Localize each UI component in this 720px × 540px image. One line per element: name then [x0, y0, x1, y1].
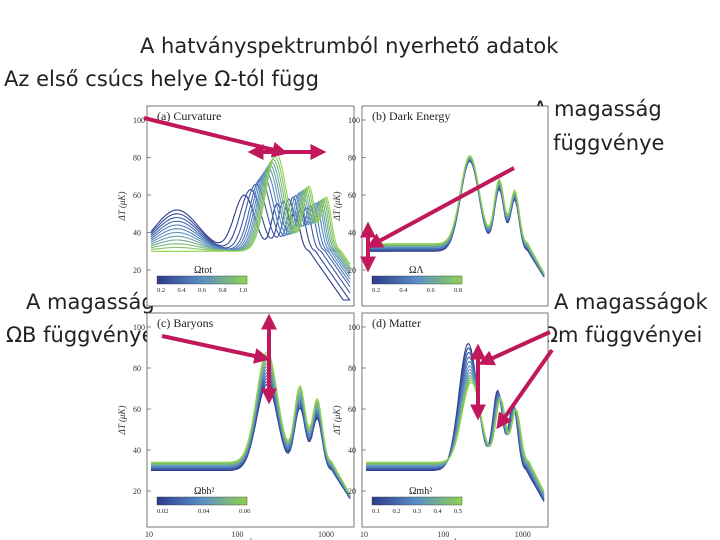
spectrum-curve: [150, 161, 351, 272]
panel-title: (a) Curvature: [157, 109, 221, 123]
x-tick-label: 1000: [515, 530, 531, 539]
spectrum-curve: [150, 158, 351, 269]
y-tick-label: 60: [348, 405, 356, 414]
annotation-baryon-line2: ΩB függvénye: [6, 323, 155, 347]
colorbar-tick-label: 0.2: [393, 508, 401, 515]
colorbar-tick-label: 0.4: [178, 287, 187, 294]
spectrum-curve: [150, 167, 351, 277]
spectrum-curve: [150, 178, 351, 288]
spectrum-curve: [366, 154, 545, 274]
x-tick-label: 100: [231, 530, 243, 539]
colorbar: [156, 496, 248, 506]
spectrum-curve: [151, 153, 351, 265]
slide-title: A hatványspektrumból nyerhető adatok: [140, 34, 559, 58]
colorbar-tick-label: 0.8: [219, 287, 227, 294]
colorbar: [371, 496, 463, 506]
y-tick-label: 40: [348, 446, 356, 455]
y-tick-label: 40: [133, 229, 141, 238]
y-tick-label: 40: [133, 446, 141, 455]
chart-panel-3: (c) Baryons 20 40 60 80 100 ΔT (μK) 10 100 1000 l Ω…: [117, 312, 355, 540]
spectrum-curve: [150, 164, 351, 274]
x-axis-label: l: [454, 537, 457, 540]
y-tick-label: 80: [133, 154, 141, 163]
y-tick-label: 20: [133, 487, 141, 496]
y-axis-label: ΔT (μK): [117, 406, 127, 436]
annotation-baryon-line1: A magasság: [26, 290, 155, 314]
chart-panel-2: (b) Dark Energy 20 40 60 80 100 ΔT (μK) ΩΛ 0.2 0.…: [332, 105, 549, 307]
y-tick-label: 80: [348, 154, 356, 163]
colorbar: [371, 275, 463, 285]
arrow-to-matter-height-2: [496, 348, 554, 430]
arrow-to-baryon-height: [161, 334, 271, 364]
arrow-to-matter-height-1: [478, 330, 551, 366]
y-tick-label: 100: [133, 323, 145, 332]
y-tick-label: 20: [133, 266, 141, 275]
colorbar-tick-label: 0.6: [198, 287, 207, 294]
colorbar-label: Ωbh²: [194, 486, 214, 497]
spectrum-curve: [150, 156, 351, 267]
y-tick-label: 60: [348, 191, 356, 200]
y-tick-label: 80: [348, 364, 356, 373]
x-tick-label: 10: [145, 530, 153, 539]
colorbar-tick-label: 0.2: [157, 287, 165, 294]
y-axis-label: ΔT (μK): [332, 406, 342, 436]
spectrum-curve: [150, 188, 351, 301]
colorbar-tick-label: 0.02: [157, 508, 168, 515]
colorbar-tick-label: 0.4: [434, 508, 443, 515]
annotation-matter-line1: A magasságok: [554, 290, 708, 314]
chart-panel-1: (a) Curvature 20 40 60 80 100 ΔT (μK) Ωtot 0.2 0.…: [117, 105, 355, 307]
x-tick-label: 1000: [318, 530, 334, 539]
spectrum-curve: [151, 350, 351, 495]
y-tick-label: 80: [133, 364, 141, 373]
panel-title: (d) Matter: [372, 316, 421, 330]
colorbar-tick-label: 1.0: [239, 287, 247, 294]
panel-frame: [146, 312, 355, 528]
x-tick-label: 100: [437, 530, 449, 539]
y-tick-label: 20: [348, 266, 356, 275]
x-axis-label: l: [249, 537, 252, 540]
colorbar-tick-label: 0.1: [372, 508, 380, 515]
y-tick-label: 100: [133, 116, 145, 125]
y-axis-label: ΔT (μK): [332, 192, 342, 222]
y-tick-label: 20: [348, 487, 356, 496]
colorbar: [156, 275, 248, 285]
colorbar-label: ΩΛ: [409, 265, 424, 276]
spectrum-curve: [366, 381, 545, 492]
colorbar-tick-label: 0.06: [239, 508, 251, 515]
colorbar-tick-label: 0.2: [372, 287, 380, 294]
panel-title: (c) Baryons: [157, 316, 214, 330]
y-tick-label: 40: [348, 229, 356, 238]
panel-title: (b) Dark Energy: [372, 109, 450, 123]
colorbar-label: Ωtot: [194, 265, 212, 276]
y-tick-label: 60: [133, 191, 141, 200]
slide-subtitle: Az első csúcs helye Ω-tól függ: [4, 67, 319, 91]
y-axis-label: ΔT (μK): [117, 192, 127, 222]
colorbar-label: Ωmh²: [409, 486, 432, 497]
colorbar-tick-label: 0.4: [399, 287, 408, 294]
spectrum-curve: [150, 183, 351, 294]
colorbar-tick-label: 0.8: [454, 287, 462, 294]
annotation-lambda-line1: A magasság: [533, 97, 662, 121]
x-tick-label: 10: [360, 530, 368, 539]
arrow-to-lambda-height: [366, 166, 515, 249]
annotation-matter-line2: Ωm függvényei: [542, 323, 703, 347]
colorbar-tick-label: 0.6: [427, 287, 436, 294]
y-tick-label: 100: [348, 323, 360, 332]
colorbar-tick-label: 0.04: [198, 508, 210, 515]
colorbar-tick-label: 0.3: [413, 508, 421, 515]
y-tick-label: 100: [348, 116, 360, 125]
colorbar-tick-label: 0.5: [454, 508, 462, 515]
y-tick-label: 60: [133, 405, 141, 414]
